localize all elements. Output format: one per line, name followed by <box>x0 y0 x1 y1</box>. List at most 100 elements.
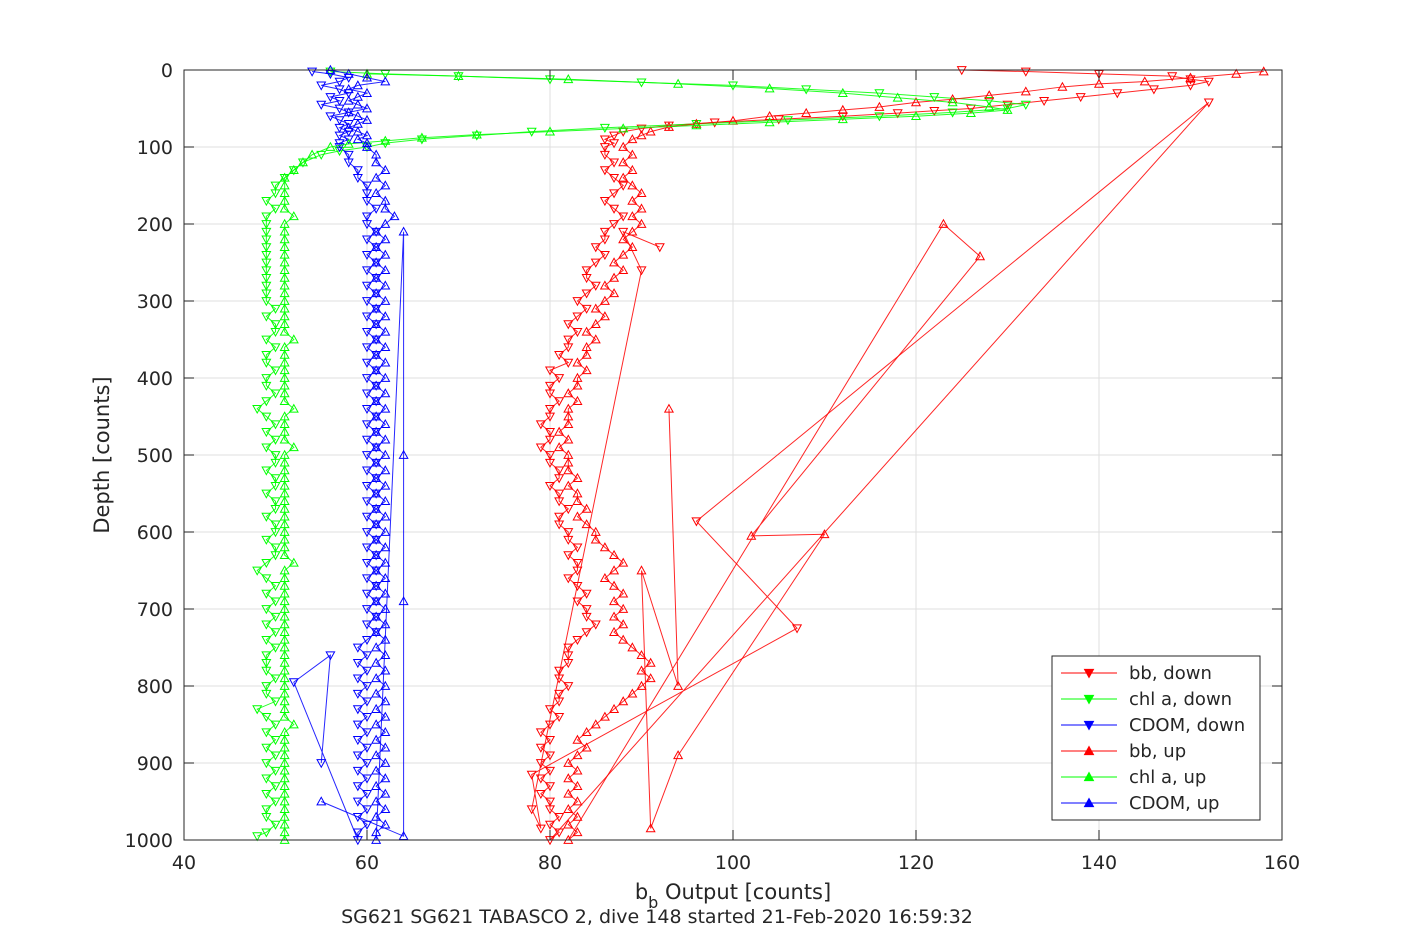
data-point <box>261 220 272 230</box>
data-point <box>563 659 574 669</box>
data-point <box>1039 96 1050 107</box>
data-point <box>544 381 556 391</box>
data-point <box>371 395 382 405</box>
caption-part-2: started 21-Feb-2020 16:59:32 <box>682 906 973 928</box>
legend-swatch-marker <box>1083 668 1095 679</box>
data-point <box>544 766 556 776</box>
data-point <box>371 703 382 713</box>
data-point <box>984 101 995 111</box>
data-point <box>526 770 537 780</box>
data-point <box>609 611 620 621</box>
data-point <box>599 711 610 721</box>
data-point <box>371 750 382 760</box>
data-point <box>801 107 812 117</box>
y-tick-label: 900 <box>137 753 173 775</box>
data-point <box>270 782 281 792</box>
data-point <box>563 434 574 444</box>
data-point <box>261 535 272 545</box>
data-point <box>380 726 391 737</box>
data-point <box>544 782 556 792</box>
data-point <box>270 551 281 561</box>
data-point <box>371 442 382 452</box>
data-point <box>1185 72 1196 82</box>
data-point <box>371 611 382 621</box>
data-point <box>618 264 629 275</box>
data-point <box>307 149 318 159</box>
data-point <box>334 143 345 153</box>
data-point <box>572 582 583 592</box>
data-point <box>252 566 263 576</box>
data-point <box>279 711 290 721</box>
data-point <box>618 181 629 191</box>
data-point <box>343 122 354 132</box>
data-point <box>261 512 272 522</box>
data-point <box>352 751 363 761</box>
data-point <box>554 712 565 723</box>
data-point <box>554 512 565 522</box>
x-tick-label: 100 <box>715 852 751 874</box>
data-point <box>316 759 327 769</box>
data-point <box>380 542 391 552</box>
data-point <box>645 823 656 833</box>
data-point <box>599 542 610 552</box>
data-point <box>371 565 382 575</box>
data-point <box>572 734 583 744</box>
data-point <box>261 428 272 438</box>
data-point <box>270 420 281 430</box>
data-point <box>380 249 391 259</box>
data-point <box>270 474 281 484</box>
data-point <box>361 343 373 353</box>
data-point <box>380 649 391 660</box>
series-line-chl-a-down <box>256 71 1026 837</box>
data-point <box>609 158 620 168</box>
data-point <box>288 164 299 174</box>
legend-swatch-marker <box>1083 694 1095 705</box>
data-point <box>270 435 281 445</box>
data-point <box>261 351 272 361</box>
data-point <box>380 357 391 367</box>
data-point <box>261 574 272 584</box>
data-point <box>627 688 638 698</box>
data-point <box>361 435 373 445</box>
data-point <box>261 682 272 692</box>
data-point <box>544 435 556 445</box>
data-point <box>563 480 574 490</box>
data-point <box>535 728 546 738</box>
data-point <box>673 680 684 690</box>
data-point <box>371 626 382 636</box>
data-point <box>361 774 373 784</box>
data-point <box>572 380 583 390</box>
data-point <box>361 805 373 815</box>
data-point <box>471 131 482 141</box>
data-point <box>361 697 373 707</box>
data-point <box>261 743 272 753</box>
data-point <box>380 773 391 783</box>
data-point <box>361 103 373 113</box>
series-layer <box>252 64 1269 846</box>
data-point <box>581 503 592 513</box>
data-point <box>343 95 354 105</box>
data-point <box>1231 68 1242 78</box>
data-point <box>609 703 620 713</box>
data-point <box>609 257 620 267</box>
data-point <box>563 682 574 692</box>
data-point <box>261 774 272 784</box>
data-point <box>636 187 647 198</box>
data-point <box>361 589 373 599</box>
data-point <box>380 788 391 798</box>
data-point <box>261 281 272 291</box>
data-point <box>270 458 281 468</box>
data-point <box>343 158 354 168</box>
data-point <box>581 605 592 615</box>
data-point <box>609 139 620 149</box>
data-point <box>261 558 272 569</box>
data-point <box>636 665 647 675</box>
data-point <box>1020 100 1031 110</box>
data-point <box>371 411 382 421</box>
data-point <box>371 519 382 529</box>
data-point <box>837 112 848 122</box>
data-point <box>563 757 574 767</box>
x-axis-title-rest: Output [counts] <box>658 880 831 904</box>
data-point <box>1020 86 1031 96</box>
